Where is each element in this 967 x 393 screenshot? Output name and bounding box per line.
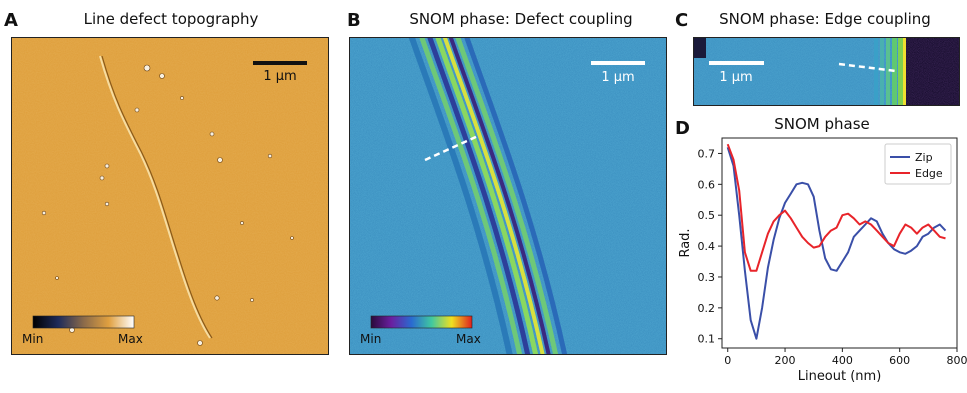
y-axis: 0.1 0.2 0.3 0.4 0.5 0.6 0.7 (698, 147, 722, 346)
surface-particles (41, 64, 294, 346)
edge-corner-artifact (694, 38, 706, 58)
phase-defect-map: 1 μm Min Max (350, 38, 666, 354)
panel-title-a: Line defect topography (83, 10, 259, 28)
plot-frame (721, 137, 958, 349)
y-tick-label: 0.7 (698, 147, 716, 160)
y-axis-label: Rad. (678, 228, 693, 257)
x-axis: 0 200 400 600 800 (724, 348, 967, 367)
legend-label-edge: Edge (915, 167, 943, 180)
x-tick-label: 400 (832, 354, 853, 367)
line-defect-shadow (101, 55, 213, 339)
chart-title: SNOM phase (774, 115, 870, 133)
edge-fringes (874, 38, 906, 105)
scalebar-a (253, 61, 307, 65)
panel-title-c: SNOM phase: Edge coupling (719, 10, 931, 28)
y-tick-label: 0.4 (698, 240, 716, 253)
panel-letter-d: D (675, 118, 690, 139)
panel-title-b: SNOM phase: Defect coupling (409, 10, 633, 28)
colorbar-max-a: Max (118, 332, 143, 346)
series-line-edge (726, 143, 946, 272)
x-tick-label: 800 (947, 354, 967, 367)
topography-image: 1 μm Min Max (11, 37, 329, 355)
substrate-texture (906, 38, 959, 105)
topography-map: 1 μm Min Max (12, 38, 328, 354)
legend-label-zip: Zip (915, 151, 933, 164)
scalebar-label-b: 1 μm (601, 70, 634, 85)
panel-letter-b: B (347, 10, 361, 31)
x-tick-label: 200 (775, 354, 796, 367)
scalebar-c (709, 61, 764, 65)
defect-fringes (409, 38, 568, 354)
y-tick-label: 0.3 (698, 271, 716, 284)
x-axis-label: Lineout (nm) (798, 369, 882, 384)
y-tick-label: 0.6 (698, 178, 716, 191)
scalebar-label-a: 1 μm (263, 69, 296, 84)
x-tick-label: 600 (889, 354, 910, 367)
scalebar-b (591, 61, 645, 65)
phase-edge-map: 1 μm (694, 38, 959, 105)
scalebar-label-c: 1 μm (719, 70, 752, 85)
topography-texture (12, 38, 328, 354)
phase-edge-image: 1 μm (693, 37, 960, 106)
legend: Zip Edge (884, 143, 952, 185)
y-tick-label: 0.1 (698, 333, 716, 346)
colorbar-min-b: Min (360, 332, 381, 346)
line-defect-highlight (99, 55, 211, 339)
series-line-zip (726, 147, 947, 340)
panel-letter-a: A (4, 10, 18, 31)
y-tick-label: 0.5 (698, 209, 716, 222)
colorbar-b (370, 315, 473, 329)
colorbar-a (32, 315, 135, 329)
colorbar-min-a: Min (22, 332, 43, 346)
colorbar-max-b: Max (456, 332, 481, 346)
phase-defect-image: 1 μm Min Max (349, 37, 667, 355)
panel-letter-c: C (675, 10, 689, 31)
y-tick-label: 0.2 (698, 302, 716, 315)
x-tick-label: 0 (724, 354, 731, 367)
series-layer (726, 143, 947, 340)
lineout-chart: SNOM phase 0 200 400 600 800 0.1 0.2 0.3 0.4 0.5… (678, 115, 967, 384)
